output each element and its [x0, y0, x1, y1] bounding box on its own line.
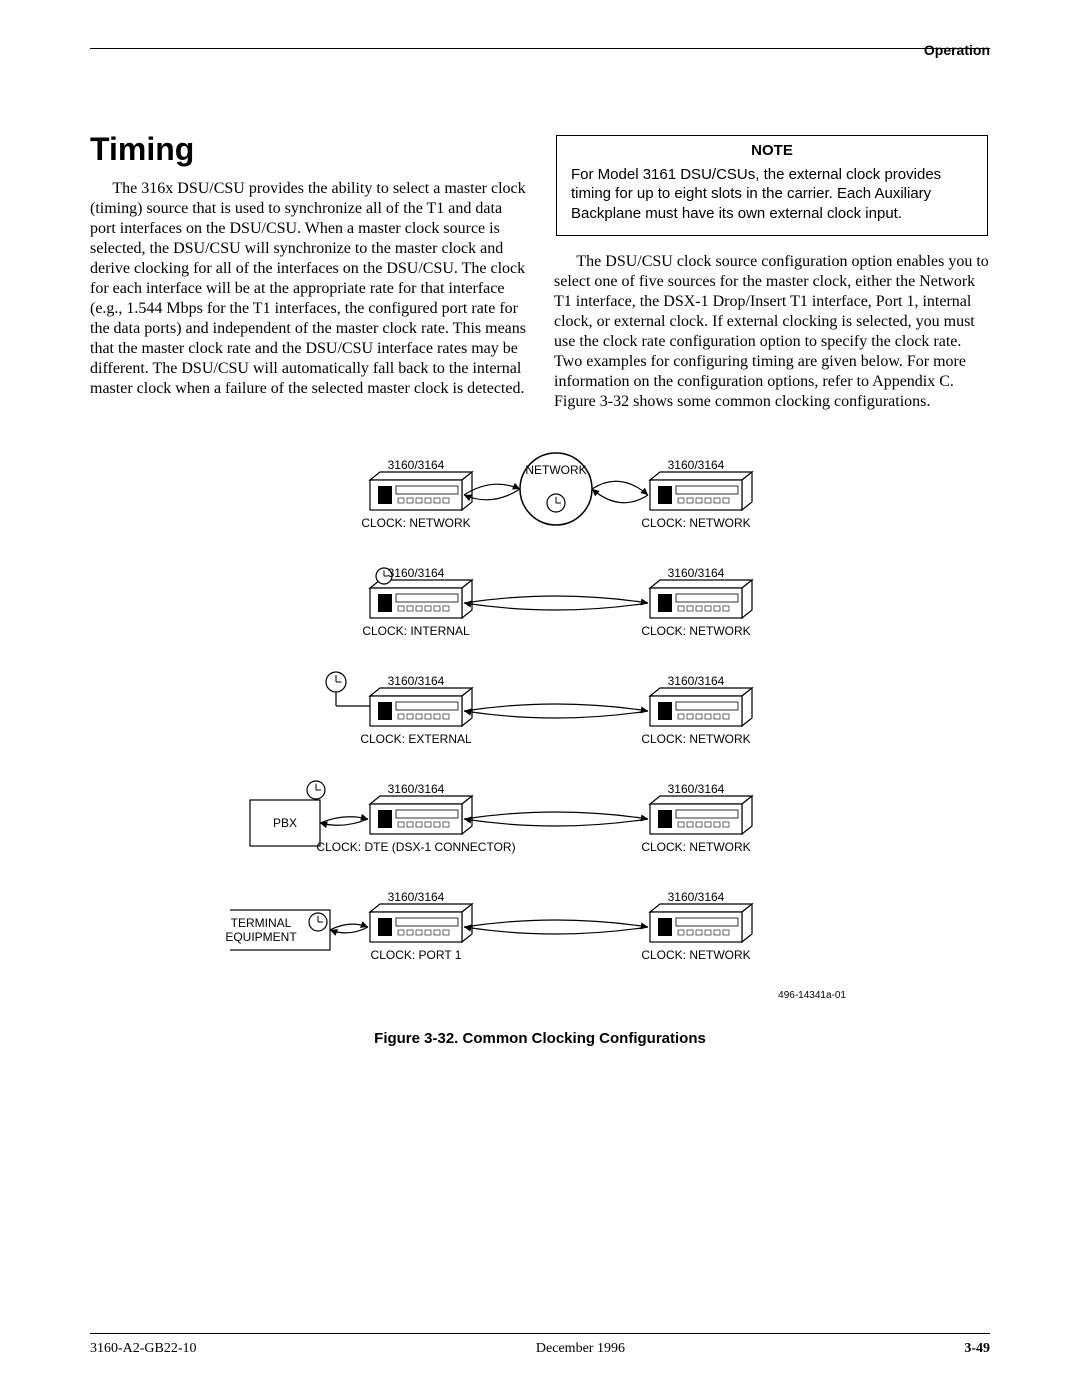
footer-rule [90, 1333, 990, 1334]
figure-diagram: 3160/31643160/3164CLOCK: NETWORKCLOCK: N… [230, 442, 850, 1002]
figure-svg [230, 442, 850, 1002]
figure-caption: Figure 3-32. Common Clocking Configurati… [90, 1030, 990, 1049]
note-box: NOTE For Model 3161 DSU/CSUs, the extern… [556, 135, 988, 236]
two-column-content: Timing The 316x DSU/CSU provides the abi… [90, 129, 990, 412]
paragraph-1: The 316x DSU/CSU provides the ability to… [90, 179, 526, 399]
note-title: NOTE [557, 136, 987, 163]
left-column: Timing The 316x DSU/CSU provides the abi… [90, 129, 526, 412]
footer-page-number: 3-49 [964, 1340, 990, 1358]
note-body: For Model 3161 DSU/CSUs, the external cl… [557, 163, 987, 236]
section-header: Operation [924, 42, 990, 60]
footer-doc-id: 3160-A2-GB22-10 [90, 1340, 197, 1358]
page-footer: 3160-A2-GB22-10 December 1996 3-49 [90, 1333, 990, 1358]
page-title: Timing [90, 129, 526, 169]
right-column: NOTE For Model 3161 DSU/CSUs, the extern… [554, 129, 990, 412]
footer-date: December 1996 [536, 1340, 625, 1358]
paragraph-2: The DSU/CSU clock source configuration o… [554, 252, 990, 412]
top-rule [90, 48, 990, 49]
